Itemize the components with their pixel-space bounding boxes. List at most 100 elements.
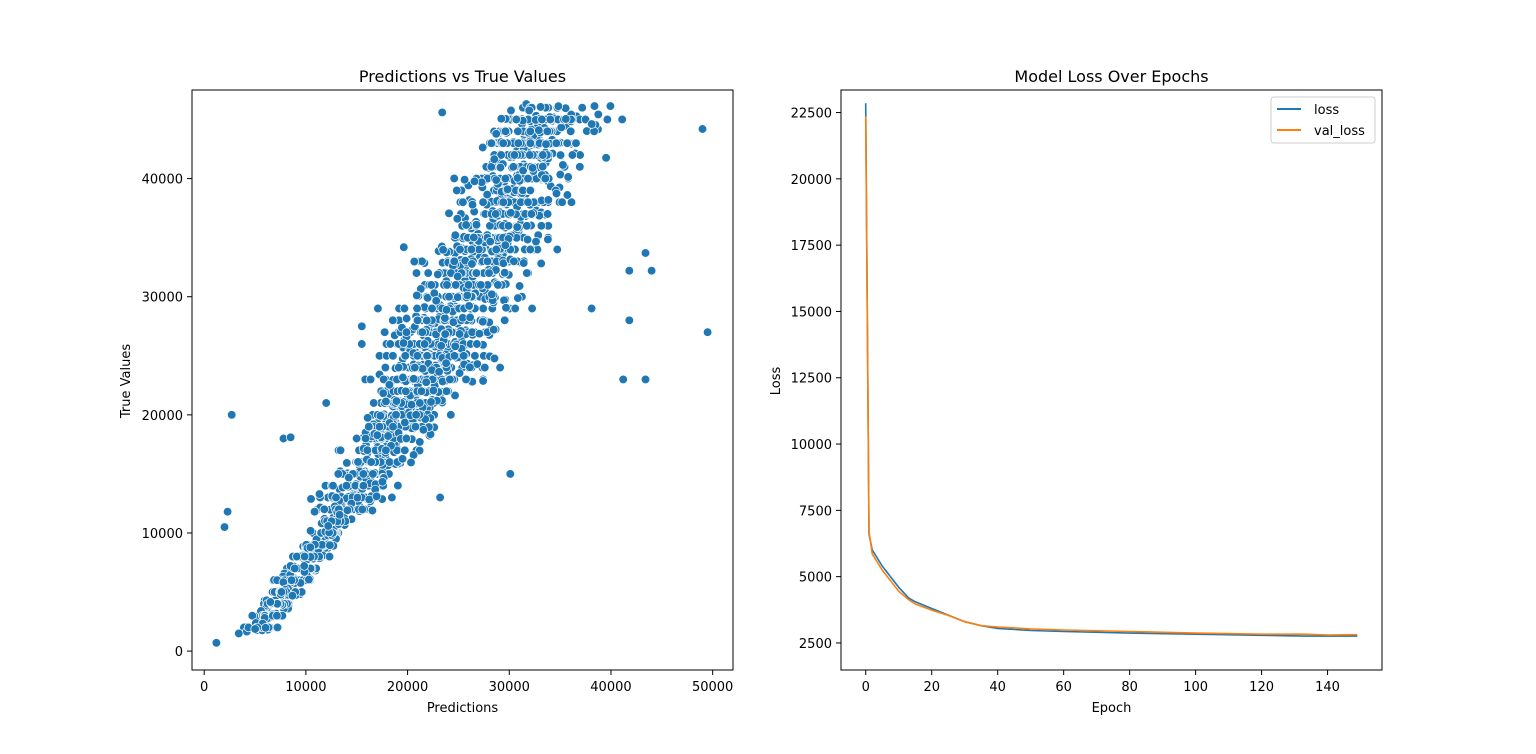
scatter-point	[333, 469, 343, 479]
scatter-point	[527, 303, 537, 314]
scatter-point	[505, 469, 515, 479]
scatter-point	[537, 114, 547, 125]
scatter-point	[575, 150, 585, 160]
scatter-point	[357, 504, 367, 515]
scatter-point	[495, 162, 506, 173]
loss-x-tick-label: 40	[989, 680, 1006, 695]
loss-chart: Model Loss Over Epochs 0 20 40 60 80 100 120 14…	[769, 67, 1383, 716]
scatter-point	[415, 398, 425, 408]
scatter-point	[489, 154, 499, 164]
legend-label-loss: loss	[1314, 103, 1339, 118]
loss-axes-frame	[840, 89, 1383, 671]
scatter-point	[219, 522, 230, 532]
scatter-point	[451, 280, 461, 290]
scatter-point	[417, 327, 427, 337]
scatter-x-tick-label: 30000	[489, 680, 530, 695]
scatter-point	[409, 256, 419, 267]
scatter-point	[571, 138, 581, 148]
scatter-point	[362, 445, 372, 455]
scatter-point	[388, 351, 398, 361]
scatter-y-tick-label: 30000	[142, 291, 183, 306]
loss-x-tick-label: 60	[1055, 680, 1072, 695]
scatter-point	[459, 175, 470, 185]
scatter-point	[426, 280, 436, 290]
scatter-point	[509, 256, 519, 266]
scatter-point	[469, 232, 479, 243]
scatter-point	[500, 240, 510, 250]
scatter-point	[467, 259, 477, 269]
scatter-point	[514, 281, 525, 291]
scatter-point	[401, 433, 412, 444]
scatter-points	[211, 99, 713, 648]
scatter-point	[437, 107, 447, 118]
scatter-point	[476, 280, 486, 290]
scatter-point	[478, 376, 488, 386]
scatter-point	[411, 268, 422, 278]
scatter-point	[441, 358, 451, 368]
loss-y-tick-label: 7500	[799, 504, 832, 519]
loss-x-tick-label: 140	[1315, 680, 1340, 695]
scatter-point	[508, 162, 518, 172]
loss-y-label: Loss	[769, 367, 784, 396]
loss-x-label: Epoch	[1092, 701, 1132, 716]
scatter-point	[464, 301, 474, 311]
scatter-point	[323, 521, 333, 531]
scatter-point	[527, 163, 538, 173]
scatter-point	[552, 244, 562, 255]
loss-y-tick-label: 12500	[791, 372, 832, 387]
legend-label-val-loss: val_loss	[1314, 124, 1365, 139]
scatter-point	[421, 377, 431, 387]
scatter-point	[433, 269, 443, 280]
scatter-point	[553, 101, 564, 111]
loss-y-tick-label: 17500	[791, 239, 832, 254]
scatter-point	[493, 280, 503, 290]
scatter-y-tick-label: 20000	[142, 409, 183, 424]
scatter-point	[227, 410, 237, 420]
scatter-y-ticks: 0 10000 20000 30000 40000	[142, 173, 192, 660]
scatter-point	[452, 214, 462, 224]
scatter-point	[577, 103, 587, 113]
scatter-point	[640, 248, 651, 258]
scatter-point	[366, 457, 376, 467]
scatter-point	[465, 312, 475, 323]
scatter-point	[431, 296, 441, 306]
scatter-point	[562, 138, 572, 148]
scatter-point	[480, 362, 490, 373]
scatter-point	[487, 289, 497, 299]
scatter-point	[445, 374, 455, 385]
scatter-y-tick-label: 0	[175, 645, 183, 660]
scatter-point	[491, 129, 501, 139]
loss-x-tick-label: 100	[1183, 680, 1208, 695]
scatter-point	[646, 266, 657, 276]
scatter-point	[428, 385, 439, 396]
scatter-x-tick-label: 20000	[387, 680, 428, 695]
loss-y-ticks: 2500 5000 7500 10000 12500 15000 17500 20000 225…	[791, 107, 841, 652]
scatter-x-label: Predictions	[427, 701, 499, 716]
scatter-point	[234, 628, 244, 639]
scatter-point	[286, 575, 297, 585]
scatter-point	[406, 457, 416, 468]
scatter-point	[453, 271, 463, 282]
scatter-point	[535, 102, 546, 112]
scatter-point	[463, 280, 474, 290]
scatter-y-label: True Values	[119, 344, 134, 419]
scatter-point	[372, 430, 382, 440]
scatter-point	[474, 329, 485, 339]
scatter-point	[555, 169, 565, 180]
scatter-point	[503, 221, 514, 231]
scatter-point	[697, 124, 708, 134]
scatter-point	[506, 208, 516, 218]
scatter-point	[292, 551, 302, 562]
scatter-point	[513, 126, 523, 136]
scatter-point	[489, 353, 500, 364]
scatter-point	[624, 315, 634, 325]
scatter-point	[401, 327, 412, 337]
scatter-y-tick-label: 10000	[142, 527, 183, 542]
scatter-point	[566, 126, 576, 136]
loss-x-tick-label: 120	[1249, 680, 1274, 695]
scatter-point	[495, 362, 505, 373]
scatter-point	[557, 197, 567, 207]
scatter-point	[417, 364, 428, 374]
scatter-point	[586, 303, 597, 314]
scatter-point	[422, 293, 433, 303]
